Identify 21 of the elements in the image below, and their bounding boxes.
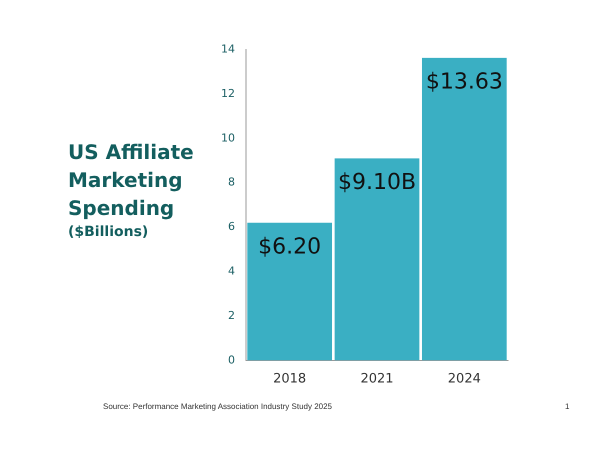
text: 1	[565, 402, 570, 411]
bar	[334, 158, 420, 360]
y-tick-label: 4	[228, 264, 235, 278]
x-tick-label: 2021	[360, 372, 394, 387]
y-tick-label: 12	[220, 86, 235, 100]
y-tick-label: 8	[228, 176, 235, 189]
x-tick-label: 2018	[273, 372, 306, 387]
data-label: $13.63	[426, 70, 503, 95]
data-label: $9.10B	[338, 170, 416, 196]
x-tick-label: 2024	[448, 372, 481, 387]
text: ($Billions)	[68, 224, 150, 240]
bar	[247, 222, 332, 360]
y-tick-label: 2	[228, 308, 235, 322]
data-label: $6.20	[258, 234, 322, 260]
bar	[422, 58, 507, 360]
y-tick-label: 6	[228, 220, 235, 234]
y-tick-label: 0	[228, 353, 235, 366]
y-tick-label: 10	[220, 131, 235, 144]
source-note: Source: Performance Marketing Association Industry Study 2025	[103, 402, 332, 411]
y-tick-label: 14	[220, 42, 235, 56]
text: US Affiliate Marketing Spending	[68, 139, 195, 222]
